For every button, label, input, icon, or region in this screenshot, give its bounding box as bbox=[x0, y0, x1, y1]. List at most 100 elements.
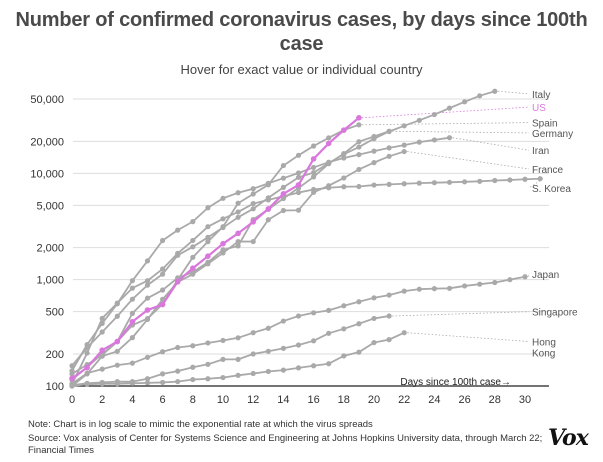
data-point bbox=[295, 342, 302, 348]
data-point bbox=[311, 310, 317, 316]
x-tick-label: 24 bbox=[428, 394, 440, 406]
data-point bbox=[507, 277, 513, 283]
x-tick-label: 16 bbox=[307, 394, 319, 406]
data-point bbox=[205, 361, 211, 367]
data-point bbox=[431, 111, 437, 118]
data-point bbox=[250, 330, 256, 336]
data-point bbox=[356, 321, 362, 327]
x-tick-label: 30 bbox=[519, 394, 531, 406]
series-japan bbox=[69, 274, 528, 387]
series-label-line: Hong bbox=[532, 338, 556, 349]
data-point bbox=[69, 368, 75, 374]
y-tick-label: 100 bbox=[46, 381, 64, 393]
y-tick-label: 500 bbox=[46, 307, 64, 319]
data-point bbox=[356, 144, 362, 150]
data-point bbox=[129, 278, 135, 284]
data-point bbox=[265, 180, 271, 186]
data-point bbox=[250, 238, 256, 245]
data-point bbox=[144, 258, 151, 264]
series-label-germany: Germany bbox=[532, 129, 573, 140]
data-point bbox=[522, 176, 528, 182]
data-point bbox=[159, 301, 166, 308]
data-point bbox=[69, 375, 75, 382]
data-point bbox=[144, 380, 151, 386]
data-point bbox=[386, 128, 392, 134]
line-chart[interactable]: 1002005001,0002,0005,00010,00020,00050,0… bbox=[0, 0, 603, 418]
data-point bbox=[235, 200, 241, 206]
data-point bbox=[190, 343, 196, 349]
data-point bbox=[99, 381, 105, 387]
data-point bbox=[99, 366, 105, 372]
x-tick-label: 4 bbox=[129, 394, 135, 406]
data-point bbox=[341, 303, 347, 309]
data-point bbox=[205, 234, 211, 240]
data-point bbox=[84, 342, 90, 348]
data-point bbox=[205, 376, 211, 382]
data-point bbox=[386, 337, 392, 343]
data-point bbox=[326, 361, 332, 367]
data-point bbox=[386, 181, 392, 187]
data-point bbox=[160, 287, 166, 293]
data-point bbox=[220, 224, 226, 230]
leader-line bbox=[407, 151, 530, 170]
label-leader-lines bbox=[361, 90, 544, 342]
data-point bbox=[295, 207, 302, 213]
data-point bbox=[371, 339, 377, 346]
x-tick-label: 28 bbox=[489, 394, 501, 406]
data-point bbox=[250, 186, 256, 192]
x-tick-label: 10 bbox=[217, 394, 229, 406]
series-label-us: US bbox=[532, 103, 546, 114]
series-s-korea bbox=[69, 176, 543, 387]
series-label-italy: Italy bbox=[532, 90, 550, 101]
data-point bbox=[250, 370, 256, 377]
x-tick-label: 14 bbox=[277, 394, 289, 406]
data-point bbox=[446, 285, 453, 291]
data-point bbox=[250, 201, 256, 207]
data-point bbox=[356, 299, 362, 305]
x-tick-label: 8 bbox=[190, 394, 196, 406]
data-point bbox=[205, 253, 211, 259]
data-point bbox=[174, 278, 181, 285]
gridlines bbox=[73, 98, 549, 355]
series-line bbox=[71, 315, 390, 386]
data-point bbox=[220, 250, 226, 256]
data-point bbox=[175, 368, 181, 374]
x-tick-label: 26 bbox=[458, 394, 470, 406]
data-point bbox=[205, 340, 211, 346]
data-point bbox=[401, 330, 407, 336]
data-point bbox=[295, 189, 302, 196]
series-us bbox=[69, 115, 362, 382]
data-point bbox=[310, 156, 317, 162]
data-point bbox=[235, 372, 241, 378]
leader-line bbox=[528, 178, 544, 189]
data-point bbox=[190, 364, 196, 370]
data-point bbox=[250, 191, 256, 197]
vox-logo: Vox bbox=[548, 425, 589, 451]
data-point bbox=[265, 325, 271, 331]
leader-line bbox=[361, 122, 530, 126]
data-point bbox=[175, 250, 181, 256]
x-tick-label: 0 bbox=[69, 394, 75, 406]
data-point bbox=[341, 175, 347, 181]
data-point bbox=[522, 274, 528, 280]
data-point bbox=[462, 179, 468, 185]
y-tick-label: 1,000 bbox=[36, 275, 64, 287]
data-point bbox=[371, 160, 377, 166]
data-point bbox=[356, 166, 362, 173]
series-label-line: Kong bbox=[532, 349, 555, 360]
data-point bbox=[190, 254, 196, 260]
data-point bbox=[295, 182, 302, 188]
data-point bbox=[492, 177, 498, 184]
leader-line bbox=[497, 90, 530, 95]
data-point bbox=[129, 285, 135, 291]
data-point bbox=[477, 178, 483, 184]
y-tick-label: 50,000 bbox=[30, 94, 64, 106]
leader-line bbox=[407, 332, 530, 342]
data-point bbox=[250, 206, 256, 212]
data-point bbox=[356, 115, 362, 121]
data-point bbox=[99, 315, 105, 321]
data-point bbox=[160, 371, 166, 377]
series-label-s-korea: S. Korea bbox=[532, 184, 571, 195]
data-point bbox=[341, 151, 347, 157]
